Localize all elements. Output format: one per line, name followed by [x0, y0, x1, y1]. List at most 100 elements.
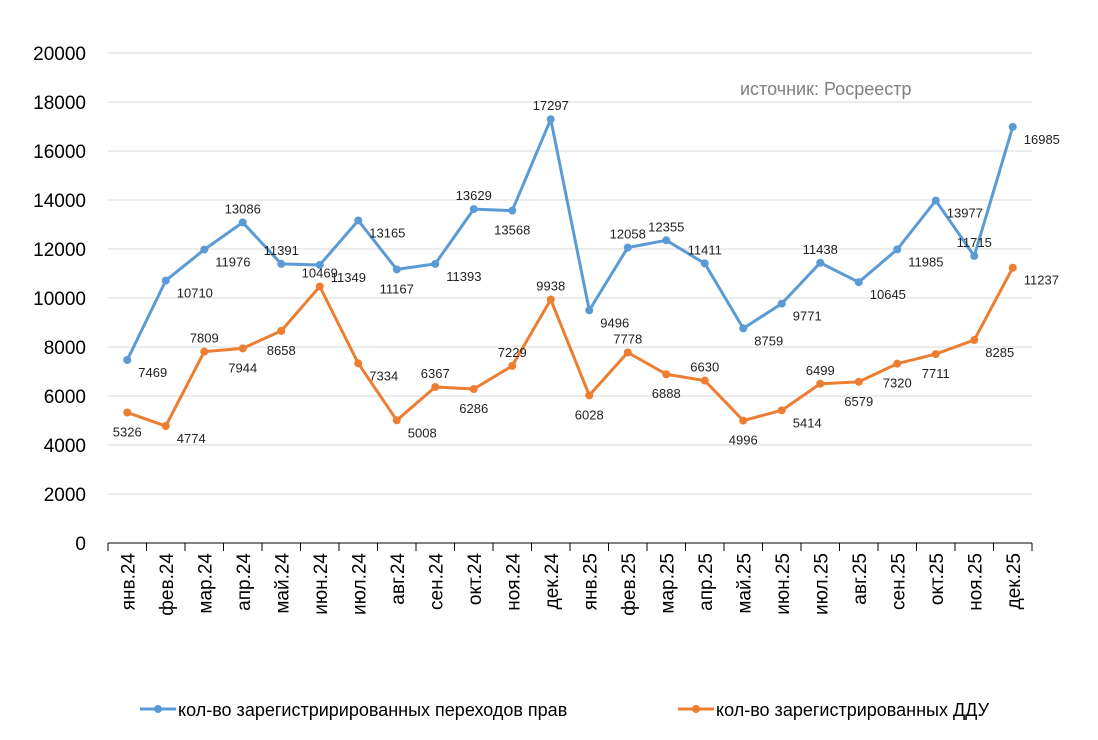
data-point-2 — [431, 383, 440, 392]
data-point-2 — [315, 282, 324, 291]
data-point-1 — [623, 243, 632, 252]
y-tick-label: 4000 — [44, 436, 86, 457]
source-note: источник: Росреестр — [740, 79, 911, 99]
data-point-2 — [623, 348, 632, 357]
legend-marker-1 — [154, 705, 162, 713]
data-label: 7778 — [613, 331, 642, 346]
data-point-2 — [354, 359, 363, 368]
data-point-2 — [123, 408, 132, 417]
x-axis: янв.24 фев.24 мар.24 апр.24 май.24 июн.24 июл.… — [107, 542, 1033, 616]
data-label: 16985 — [1024, 132, 1060, 147]
data-label: 6579 — [844, 394, 873, 409]
data-point-1 — [161, 276, 170, 285]
x-tick-label: мар.24 — [195, 553, 216, 614]
data-point-1 — [277, 259, 286, 268]
y-tick-label: 2000 — [44, 485, 86, 506]
data-point-1 — [238, 218, 247, 227]
data-label: 13629 — [456, 188, 492, 203]
x-tick-label: сен.24 — [426, 553, 447, 610]
y-tick-label: 16000 — [33, 142, 86, 163]
data-label: 13165 — [369, 225, 405, 240]
data-point-1 — [739, 324, 748, 333]
data-label: 11411 — [688, 242, 722, 257]
x-tick-label: июн.25 — [773, 553, 794, 615]
data-point-2 — [508, 361, 517, 370]
legend-label-1: кол-во зарегистрирированных переходов пр… — [178, 700, 567, 720]
data-label: 7469 — [138, 365, 167, 380]
data-point-2 — [585, 391, 594, 400]
data-label: 13977 — [947, 206, 983, 221]
data-point-1 — [662, 236, 671, 245]
y-tick-label: 14000 — [33, 191, 86, 212]
data-label: 11438 — [803, 242, 838, 257]
data-point-2 — [816, 379, 825, 388]
data-point-1 — [970, 251, 979, 260]
data-point-2 — [238, 344, 247, 353]
data-point-1 — [469, 205, 478, 214]
legend-label-2: кол-во зарегистрированных ДДУ — [716, 700, 990, 720]
data-point-2 — [1008, 263, 1017, 272]
data-point-2 — [161, 422, 170, 431]
x-tick-label: апр.24 — [234, 553, 255, 611]
data-point-1 — [200, 245, 209, 254]
data-point-2 — [277, 326, 286, 335]
data-label: 11715 — [957, 235, 992, 250]
data-label: 6888 — [652, 386, 681, 401]
data-point-1 — [123, 356, 132, 365]
x-tick-label: окт.24 — [465, 553, 486, 606]
data-label: 8285 — [985, 345, 1014, 360]
series-group — [123, 115, 1017, 431]
data-label: 6499 — [806, 363, 835, 378]
data-label: 5326 — [113, 425, 142, 440]
x-tick-label: янв.24 — [118, 553, 139, 611]
data-label: 7809 — [190, 331, 219, 346]
data-label: 17297 — [533, 98, 569, 113]
data-label: 10710 — [177, 286, 213, 301]
data-label: 11976 — [215, 255, 250, 270]
y-tick-label: 10000 — [33, 289, 86, 310]
data-label: 11237 — [1024, 273, 1059, 288]
data-point-1 — [700, 259, 709, 268]
data-point-1 — [508, 206, 517, 215]
data-label: 6367 — [421, 366, 450, 381]
x-tick-label: окт.25 — [927, 553, 948, 605]
data-point-1 — [854, 278, 863, 287]
y-tick-label: 6000 — [44, 387, 86, 408]
x-tick-label: июн.24 — [311, 553, 332, 615]
data-point-2 — [662, 370, 671, 379]
x-tick-label: янв.25 — [580, 553, 601, 610]
data-point-1 — [354, 216, 363, 225]
data-labels-group: 7469 10710 11976 13086 11391 11349 13165 11167 1… — [113, 98, 1060, 447]
data-point-2 — [200, 347, 209, 356]
data-point-1 — [431, 259, 440, 268]
x-tick-label: фев.25 — [619, 553, 640, 616]
x-tick-label: ноя.25 — [965, 553, 986, 611]
data-label: 11167 — [380, 281, 414, 296]
data-label: 10469 — [302, 266, 338, 281]
x-tick-label: сен.25 — [888, 553, 909, 610]
series-line-2 — [126, 266, 1015, 428]
y-tick-label: 0 — [75, 534, 86, 555]
data-point-1 — [893, 245, 902, 254]
data-point-2 — [893, 359, 902, 368]
data-label: 8759 — [754, 333, 783, 348]
data-label: 13086 — [225, 201, 261, 216]
data-label: 11391 — [264, 243, 299, 258]
y-tick-label: 12000 — [33, 240, 86, 261]
data-point-2 — [970, 336, 979, 345]
data-point-2 — [546, 295, 555, 304]
data-label: 9938 — [536, 279, 565, 294]
series-line-1 — [125, 117, 1015, 361]
x-tick-label: май.25 — [734, 553, 755, 614]
data-point-1 — [315, 260, 324, 269]
legend-marker-2 — [692, 705, 700, 713]
data-point-2 — [777, 406, 786, 415]
data-point-2 — [392, 416, 401, 425]
data-label: 12355 — [648, 219, 684, 234]
x-tick-label: июл.24 — [349, 553, 370, 615]
data-label: 11349 — [331, 270, 366, 285]
data-label: 4996 — [729, 433, 758, 448]
data-point-1 — [392, 265, 401, 274]
data-label: 5008 — [408, 425, 437, 440]
data-point-1 — [931, 196, 940, 205]
